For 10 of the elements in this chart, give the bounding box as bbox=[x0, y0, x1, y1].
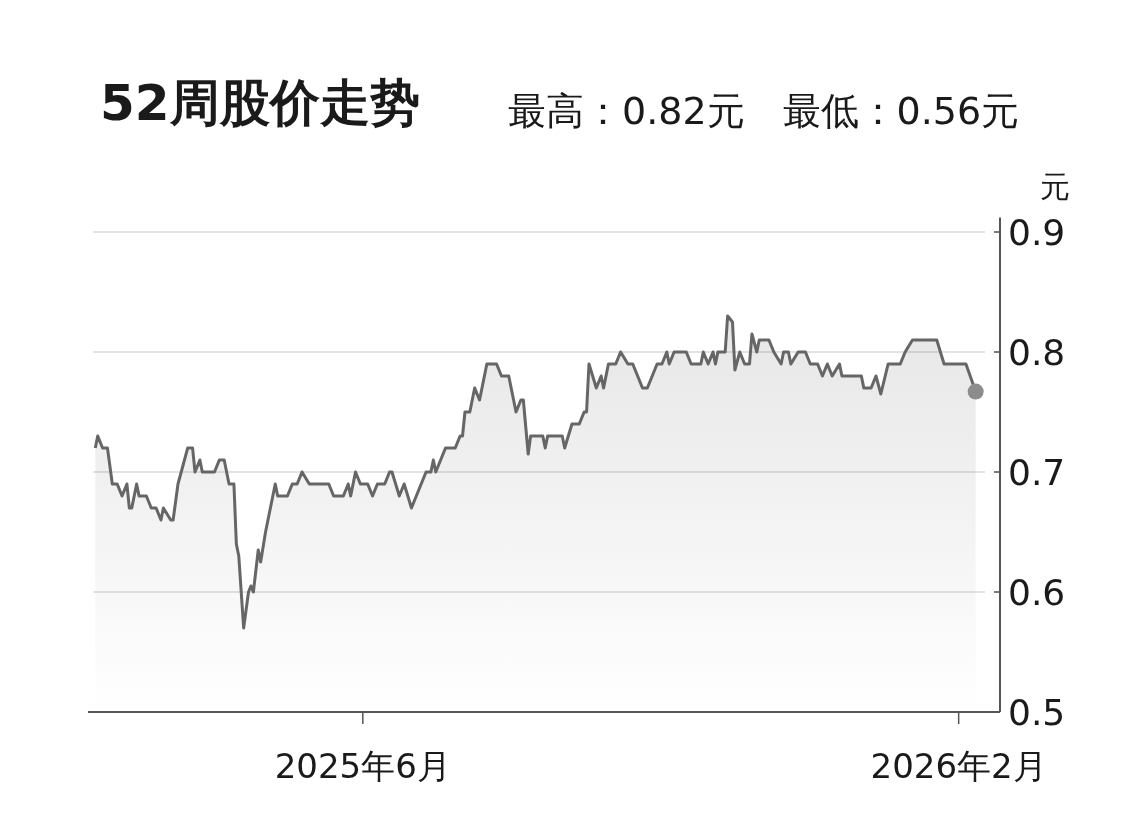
chart-title: 52周股价走势 bbox=[100, 74, 420, 132]
x-tick-label: 2026年2月 bbox=[870, 746, 1047, 786]
x-tick-label: 2025年6月 bbox=[274, 746, 451, 786]
y-tick-label: 0.5 bbox=[1008, 692, 1066, 733]
y-tick-label: 0.8 bbox=[1008, 332, 1066, 373]
chart-subtitle: 最高：0.82元 最低：0.56元 bbox=[508, 89, 1020, 133]
y-tick-label: 0.6 bbox=[1008, 572, 1066, 613]
y-axis-title: 元 bbox=[1040, 169, 1070, 204]
y-tick-label: 0.9 bbox=[1008, 212, 1066, 253]
y-tick-label: 0.7 bbox=[1008, 452, 1066, 493]
